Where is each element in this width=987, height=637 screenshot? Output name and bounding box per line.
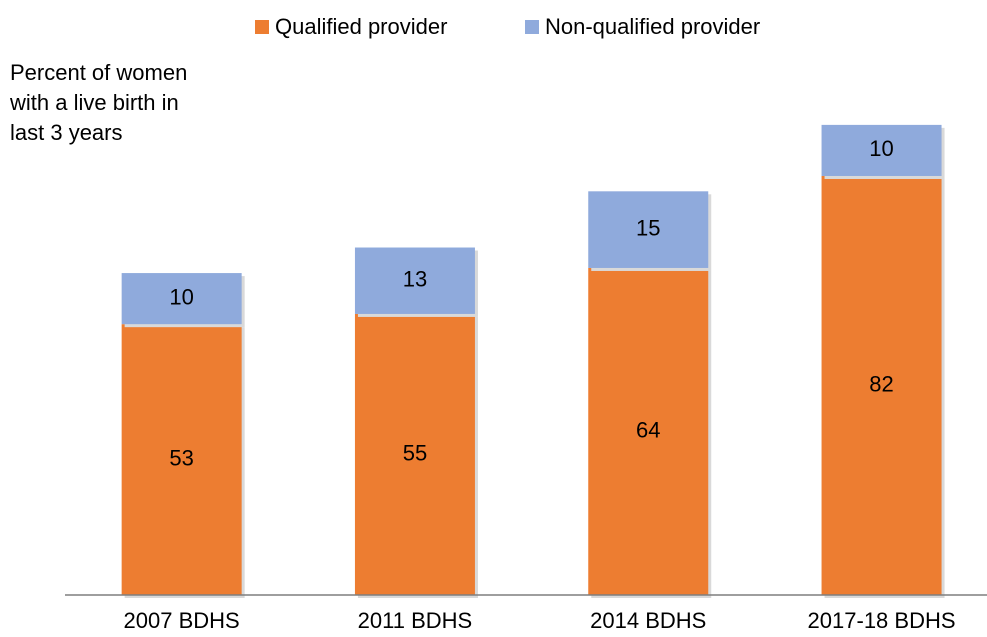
data-label: 15 (636, 215, 660, 240)
legend-swatch (525, 20, 539, 34)
bar-segment (821, 175, 942, 596)
bar-segment (354, 247, 475, 314)
x-tick-label: 2014 BDHS (590, 608, 706, 633)
legend-label: Non-qualified provider (545, 14, 760, 39)
chart-title: Percent of women with a live birth in la… (10, 60, 188, 145)
bar-segment (588, 191, 709, 268)
bar-segment (121, 273, 242, 325)
data-label: 64 (636, 417, 660, 442)
bar-segment (821, 124, 942, 176)
data-label: 53 (169, 445, 193, 470)
data-label: 10 (169, 284, 193, 309)
data-label: 82 (869, 371, 893, 396)
x-tick-label: 2011 BDHS (358, 608, 473, 633)
data-label: 10 (869, 136, 893, 161)
bar-segment (121, 324, 242, 595)
data-label: 13 (403, 267, 427, 292)
bar-segment (588, 267, 709, 595)
legend-label: Qualified provider (275, 14, 447, 39)
x-tick-label: 2017-18 BDHS (808, 608, 956, 633)
data-label: 55 (403, 440, 427, 465)
bar-segment (354, 313, 475, 595)
legend-swatch (255, 20, 269, 34)
x-tick-label: 2007 BDHS (124, 608, 240, 633)
